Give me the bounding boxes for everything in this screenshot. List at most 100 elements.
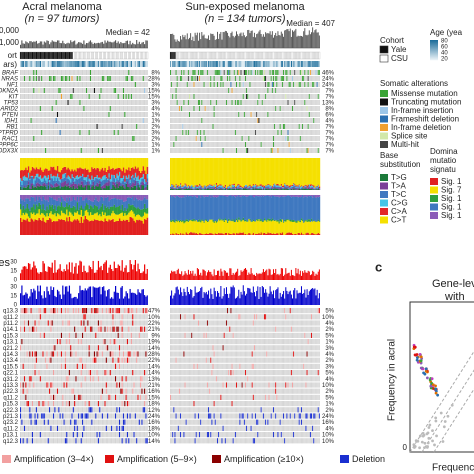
mutation-cell [237, 82, 239, 87]
mutation-cell [249, 100, 251, 105]
mutation-cell [293, 142, 295, 147]
age-cell [259, 61, 261, 67]
age-cell [197, 61, 200, 67]
mutation-cell [191, 100, 193, 105]
stack-seg [104, 183, 106, 189]
mutation-cell [51, 112, 53, 117]
burden-bar [23, 43, 26, 48]
mutation-cell [103, 142, 105, 147]
stack-seg [212, 188, 214, 190]
mutation-cell [83, 142, 85, 147]
mutation-cell [174, 142, 176, 147]
mutation-cell [227, 106, 229, 111]
mutation-cell [196, 82, 198, 87]
mutation-cell [313, 142, 315, 147]
mutation-cell [101, 82, 103, 87]
mutation-cell [34, 94, 36, 99]
stack-seg [220, 187, 222, 190]
mutation-cell [223, 112, 225, 117]
mutation-cell [140, 76, 142, 81]
mutation-cell [293, 100, 295, 105]
mutation-cell [183, 142, 185, 147]
stack-seg [58, 185, 60, 190]
mutation-cell [78, 70, 80, 75]
stack-seg [67, 185, 70, 190]
mutation-cell [253, 124, 255, 129]
mutation-cell [204, 148, 206, 153]
stack-seg [25, 180, 27, 188]
mutation-cell [185, 136, 187, 141]
mutation-cell [49, 148, 51, 153]
stack-seg [68, 158, 71, 170]
stack-seg [51, 178, 54, 186]
mutation-cell [299, 112, 301, 117]
mutation-cell [234, 130, 236, 135]
gene-label: NF1 [7, 83, 18, 89]
mutation-cell [173, 94, 175, 99]
burden-bar [121, 43, 123, 48]
mutation-cell [29, 112, 31, 117]
stack-seg [221, 187, 223, 189]
mutation-cell [204, 118, 206, 123]
cohort-cell [52, 51, 55, 60]
mutation-cell [26, 112, 28, 117]
stack-seg [144, 179, 146, 184]
age-cell [264, 61, 266, 67]
mutation-cell [22, 148, 24, 153]
mutation-cell [174, 148, 176, 153]
mutation-cell [245, 148, 246, 153]
mutation-cell [252, 76, 254, 81]
mutation-cell [29, 148, 31, 153]
mutation-cell [308, 82, 310, 87]
mutation-cell [50, 148, 52, 153]
mutation-cell [101, 136, 103, 141]
mutation-cell [184, 106, 186, 111]
mutation-cell [25, 94, 27, 99]
mutation-cell [217, 106, 218, 111]
mutation-cell [242, 148, 244, 153]
mutation-cell [304, 124, 306, 129]
mutation-cell [33, 142, 35, 147]
stack-seg [130, 184, 133, 187]
stack-seg [95, 185, 97, 190]
mutation-cell [55, 76, 57, 81]
mutation-cell [126, 94, 129, 99]
mutation-cell [290, 118, 292, 123]
mutation-cell [252, 70, 254, 75]
mutation-cell [74, 124, 76, 129]
mutation-cell [175, 70, 177, 75]
stack-seg [87, 174, 89, 177]
mutation-cell [67, 124, 69, 129]
mutation-cell [104, 88, 106, 93]
mutation-cell [312, 82, 314, 87]
cohort-cell [256, 51, 258, 60]
mutation-cell [209, 136, 211, 141]
mutation-cell [190, 82, 192, 87]
stack-seg [203, 187, 205, 189]
mutation-cell [223, 88, 225, 93]
stack-seg [63, 186, 66, 190]
mutation-cell [228, 70, 230, 75]
mutation-cell [304, 94, 306, 99]
mutation-cell [288, 106, 290, 111]
mutation-cell [308, 100, 310, 105]
mutation-cell [34, 82, 36, 87]
mutation-cell [259, 142, 261, 147]
mutation-cell [285, 88, 287, 93]
stack-seg [87, 185, 89, 190]
mutation-cell [204, 88, 206, 93]
mutation-cell [49, 88, 51, 93]
mutation-cell [107, 148, 109, 153]
mutation-cell [221, 112, 223, 117]
stack-seg [75, 158, 77, 172]
mutation-cell [237, 70, 239, 75]
stack-seg [97, 177, 100, 180]
stack-seg [138, 158, 141, 171]
mutation-cell [66, 142, 68, 147]
mutation-cell [275, 112, 277, 117]
mutation-cell [89, 124, 92, 129]
stack-seg [129, 179, 132, 183]
mutation-cell [138, 76, 140, 81]
mutation-cell [128, 142, 130, 147]
stack-seg [21, 184, 23, 189]
